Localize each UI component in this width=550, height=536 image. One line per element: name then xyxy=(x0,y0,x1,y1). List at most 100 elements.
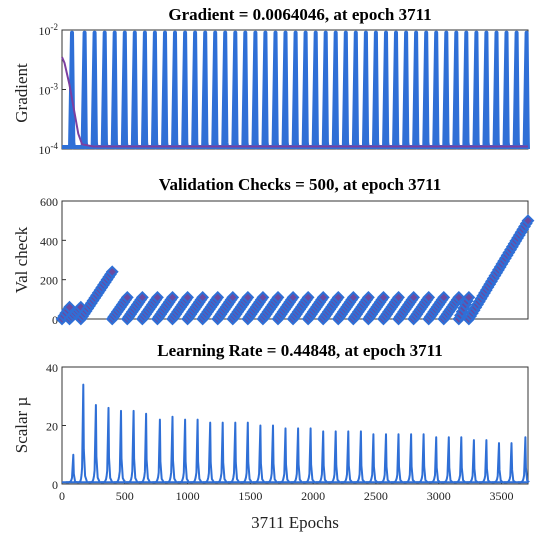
gradient-cycle-line xyxy=(241,30,250,150)
learning-rate-x-tick-label: 1500 xyxy=(238,489,262,503)
validation-marker xyxy=(422,290,436,304)
validation-ramp xyxy=(361,290,390,326)
learning-rate-ticks: 0 20 40 0 500 1000 1500 2000 2500 3000 3500 xyxy=(46,361,514,503)
validation-ramp xyxy=(135,290,164,326)
validation-marker xyxy=(256,290,270,304)
validation-ramp xyxy=(452,290,476,326)
validation-marker xyxy=(521,214,535,228)
validation-marker xyxy=(331,290,345,304)
learning-rate-x-tick-label: 1000 xyxy=(176,489,200,503)
learning-rate-x-tick-label: 3500 xyxy=(490,489,514,503)
validation-ramp xyxy=(392,290,421,326)
gradient-cycle-line xyxy=(100,30,109,150)
validation-marker xyxy=(151,290,164,304)
learning-rate-y-tick-label: 20 xyxy=(46,420,58,434)
gradient-cycle-line xyxy=(351,30,360,150)
gradient-y-tick-label: 10-4 xyxy=(39,141,59,157)
gradient-y-tick-label: 10-3 xyxy=(39,82,59,98)
validation-marker xyxy=(135,290,149,304)
validation-ramp xyxy=(74,265,119,326)
learning-rate-x-tick-label: 2500 xyxy=(364,489,388,503)
gradient-cycle-line xyxy=(361,30,370,150)
gradient-cycle-line xyxy=(321,30,330,150)
validation-ramp xyxy=(226,290,255,326)
validation-marker xyxy=(452,290,466,304)
gradient-y-tick-label: 10-2 xyxy=(39,22,59,38)
gradient-cycle-line xyxy=(110,30,119,150)
validation-ramp xyxy=(256,290,285,326)
validation-y-tick-label: 600 xyxy=(40,195,58,209)
gradient-cycle-line xyxy=(231,30,240,150)
gradient-cycle-line xyxy=(432,30,441,150)
gradient-title: Gradient = 0.0064046, at epoch 3711 xyxy=(168,5,431,24)
validation-ramp xyxy=(407,290,436,326)
gradient-cycle-line xyxy=(221,30,230,150)
gradient-cycle-line xyxy=(341,30,350,150)
validation-ramp xyxy=(105,290,134,326)
validation-ramp xyxy=(120,290,149,326)
gradient-cycle-line xyxy=(211,30,220,150)
learning-rate-title: Learning Rate = 0.44848, at epoch 3711 xyxy=(157,341,442,360)
validation-marker xyxy=(437,290,451,304)
learning-rate-y-tick-label: 40 xyxy=(46,361,58,375)
learning-rate-x-tick-label: 0 xyxy=(59,489,65,503)
validation-marker xyxy=(166,290,179,304)
learning-rate-x-tick-label: 500 xyxy=(116,489,134,503)
learning-rate-axes xyxy=(61,366,529,485)
validation-y-tick-label: 200 xyxy=(40,274,58,288)
validation-marker xyxy=(271,290,285,304)
validation-ramp xyxy=(151,290,179,326)
validation-y-ticks: 0 200 400 600 xyxy=(40,195,66,327)
validation-ramp xyxy=(241,290,270,326)
validation-marker xyxy=(211,290,225,304)
validation-ramp xyxy=(377,290,405,326)
validation-ramp xyxy=(166,290,194,326)
gradient-cycle-line xyxy=(191,30,200,150)
gradient-cycle-line xyxy=(181,30,190,150)
gradient-series xyxy=(61,30,530,150)
validation-marker xyxy=(407,290,421,304)
validation-marker xyxy=(316,290,330,304)
validation-ramp xyxy=(286,290,315,326)
validation-ramp xyxy=(422,290,451,326)
gradient-cycle-line xyxy=(201,30,210,150)
validation-marker xyxy=(462,290,476,304)
validation-y-tick-label: 400 xyxy=(40,234,58,248)
validation-ramp xyxy=(63,300,88,326)
gradient-cycle-line xyxy=(331,30,340,150)
gradient-y-ticks: 10-4 10-3 10-2 xyxy=(39,22,66,157)
validation-marker xyxy=(120,290,134,304)
validation-ramp xyxy=(181,290,210,326)
gradient-cycle-line xyxy=(130,30,139,150)
validation-ramp xyxy=(331,290,360,326)
validation-y-tick-label: 0 xyxy=(52,313,58,327)
gradient-panel: Gradient = 0.0064046, at epoch 3711 Grad… xyxy=(12,5,530,157)
learning-rate-panel: Learning Rate = 0.44848, at epoch 3711 S… xyxy=(12,341,530,532)
learning-rate-y-tick-label: 0 xyxy=(52,478,58,492)
gradient-cycle-line xyxy=(120,30,129,150)
learning-rate-series xyxy=(62,383,530,484)
epochs-xlabel: 3711 Epochs xyxy=(251,513,339,532)
gradient-cycle-line xyxy=(311,30,320,150)
gradient-cycle-line xyxy=(140,30,149,150)
gradient-cycle-line xyxy=(90,30,99,150)
gradient-cycle-line xyxy=(392,30,400,150)
validation-ramp xyxy=(211,290,240,326)
gradient-cycle-line xyxy=(301,30,310,150)
gradient-cycle-line xyxy=(261,30,270,150)
gradient-cycle-line xyxy=(482,30,491,150)
validation-title: Validation Checks = 500, at epoch 3711 xyxy=(159,175,442,194)
gradient-ylabel: Gradient xyxy=(12,63,31,123)
validation-marker xyxy=(105,265,119,279)
gradient-cycle-line xyxy=(492,30,501,150)
validation-ramp xyxy=(196,290,225,326)
gradient-cycle-line xyxy=(171,30,179,150)
validation-marker xyxy=(392,290,405,304)
gradient-cycle-line xyxy=(442,30,451,150)
validation-marker xyxy=(226,290,240,304)
gradient-series-line xyxy=(61,56,528,148)
gradient-cycle-line xyxy=(150,30,159,150)
validation-marker xyxy=(196,290,210,304)
gradient-cycle-line xyxy=(502,30,511,150)
